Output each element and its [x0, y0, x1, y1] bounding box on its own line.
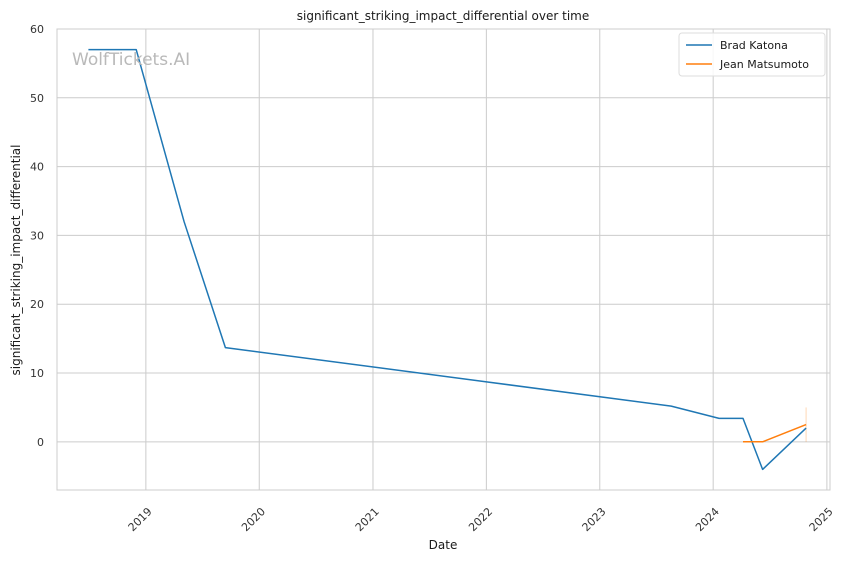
x-axis-title: Date [429, 538, 458, 552]
y-tick-label: 20 [30, 298, 44, 311]
legend-label-brad-katona: Brad Katona [720, 39, 788, 52]
x-tick-label: 2020 [239, 505, 268, 534]
x-tick-label: 2025 [807, 505, 836, 534]
y-tick-label: 60 [30, 23, 44, 36]
legend-label-jean-matsumoto: Jean Matsumoto [719, 58, 809, 71]
x-axis-ticks: 2019 2020 2021 2022 2023 2024 2025 [126, 505, 836, 534]
y-tick-label: 0 [37, 436, 44, 449]
x-tick-label: 2023 [580, 505, 609, 534]
x-tick-label: 2019 [126, 505, 155, 534]
y-tick-label: 30 [30, 229, 44, 242]
x-tick-label: 2024 [693, 505, 722, 534]
y-axis-title: significant_striking_impact_differential [9, 145, 23, 376]
series-line-jean-matsumoto [743, 423, 807, 443]
x-tick-label: 2022 [466, 505, 495, 534]
y-tick-label: 10 [30, 367, 44, 380]
series-line-brad-katona [88, 48, 807, 471]
y-tick-label: 50 [30, 92, 44, 105]
plot-frame [56, 28, 831, 491]
watermark-text: WolfTickets.AI [72, 50, 190, 70]
legend: Brad Katona Jean Matsumoto [678, 32, 826, 77]
y-tick-label: 40 [30, 161, 44, 174]
grid-lines [57, 28, 830, 490]
chart-title: significant_striking_impact_differential… [297, 9, 589, 23]
x-tick-label: 2021 [353, 505, 382, 534]
series-lines [88, 48, 807, 471]
legend-box [678, 32, 826, 77]
y-axis-ticks: 0 10 20 30 40 50 60 [30, 23, 44, 449]
